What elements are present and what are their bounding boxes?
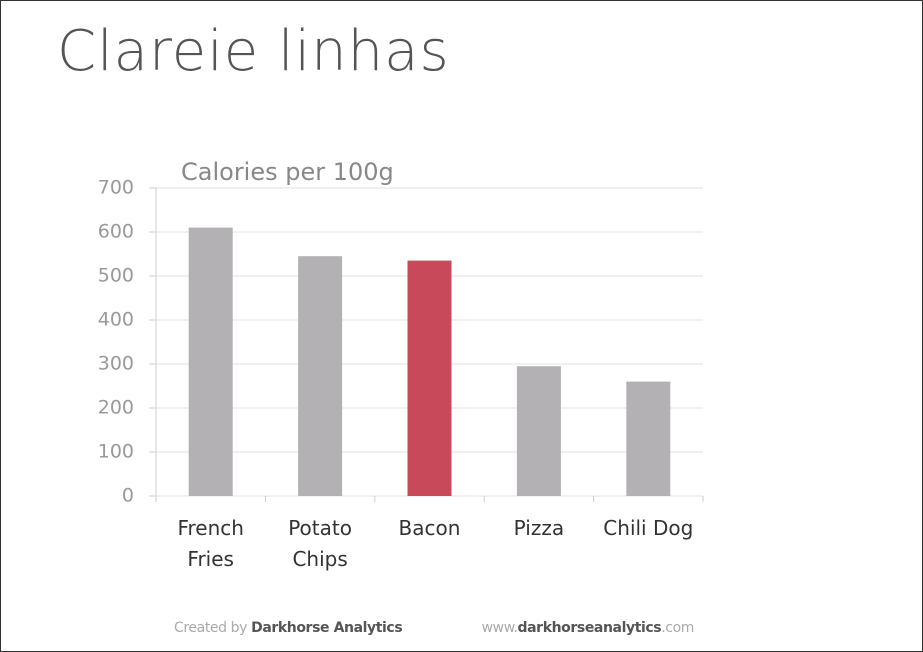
y-tick-label: 700 [98, 177, 134, 199]
y-tick-label: 200 [98, 397, 134, 419]
y-tick-label: 300 [98, 353, 134, 375]
y-tick-label: 100 [98, 441, 134, 463]
chart-subtitle: Calories per 100g [181, 158, 394, 186]
bar [626, 381, 671, 496]
footer-author: Darkhorse Analytics [251, 620, 403, 636]
x-tick-label: Pizza [513, 516, 565, 540]
y-tick-label: 600 [98, 221, 134, 243]
x-tick-label: French Fries [177, 516, 244, 571]
x-tick-label: Chili Dog [603, 516, 694, 540]
x-tick-label: Bacon [398, 516, 461, 540]
y-tick-label: 500 [98, 265, 134, 287]
y-tick-label: 0 [122, 485, 134, 507]
slide-title: Clareie linhas [57, 19, 450, 84]
footer-url: www.darkhorseanalytics.com [481, 620, 695, 636]
footer-text: .com [661, 620, 694, 636]
bar [298, 256, 343, 496]
bar [516, 366, 561, 496]
y-tick-label: 400 [98, 309, 134, 331]
footer-domain: darkhorseanalytics [517, 620, 662, 636]
x-tick-label: Potato Chips [288, 516, 352, 571]
footer-credit: Created by Darkhorse Analytics [174, 620, 403, 636]
bar [407, 260, 452, 496]
footer-text: Created by [174, 620, 248, 636]
bar [188, 227, 233, 496]
footer-text: www. [481, 620, 518, 636]
